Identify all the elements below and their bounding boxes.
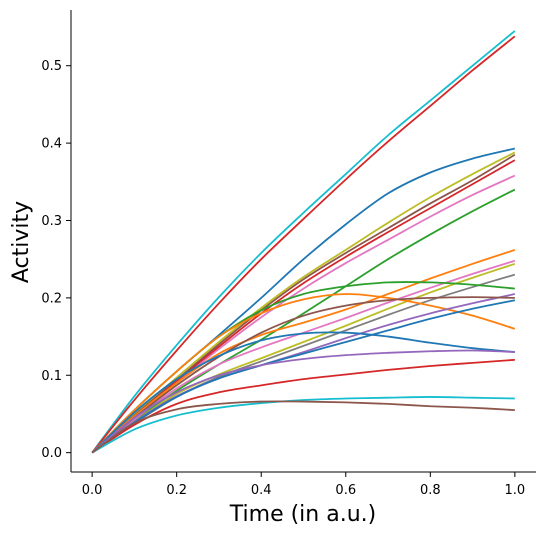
x-tick-label: 0.8	[420, 483, 441, 498]
plot-lines	[91, 30, 516, 454]
series-line-14	[91, 293, 516, 454]
y-tick-label: 0.0	[41, 446, 62, 461]
x-axis-ticks: 0.0 0.2 0.4 0.6 0.8 1.0	[82, 472, 525, 498]
series-line-9	[91, 249, 516, 454]
y-tick-label: 0.3	[41, 214, 62, 229]
x-tick-label: 0.2	[166, 483, 187, 498]
x-tick-label: 0.6	[335, 483, 356, 498]
series-line-2	[91, 35, 516, 454]
y-axis-ticks: 0.0 0.1 0.2 0.3 0.4 0.5	[41, 59, 71, 461]
x-tick-label: 0.0	[82, 483, 103, 498]
series-line-22	[91, 400, 515, 454]
series-line-11	[91, 262, 516, 454]
x-tick-label: 0.4	[251, 483, 272, 498]
x-tick-label: 1.0	[505, 483, 526, 498]
y-tick-label: 0.4	[41, 137, 62, 152]
y-axis-label: Activity	[9, 201, 34, 283]
series-line-20	[91, 358, 515, 454]
x-axis-label: Time (in a.u.)	[229, 502, 376, 527]
series-line-15	[91, 293, 516, 454]
y-tick-label: 0.5	[41, 59, 62, 74]
series-line-18	[91, 331, 515, 454]
series-line-5	[91, 153, 516, 454]
series-line-1	[91, 30, 516, 454]
series-line-17	[91, 299, 516, 454]
y-tick-label: 0.1	[41, 369, 62, 384]
series-line-16	[91, 296, 515, 454]
series-line-21	[91, 396, 515, 454]
series-line-19	[91, 349, 515, 454]
y-tick-label: 0.2	[41, 291, 62, 306]
